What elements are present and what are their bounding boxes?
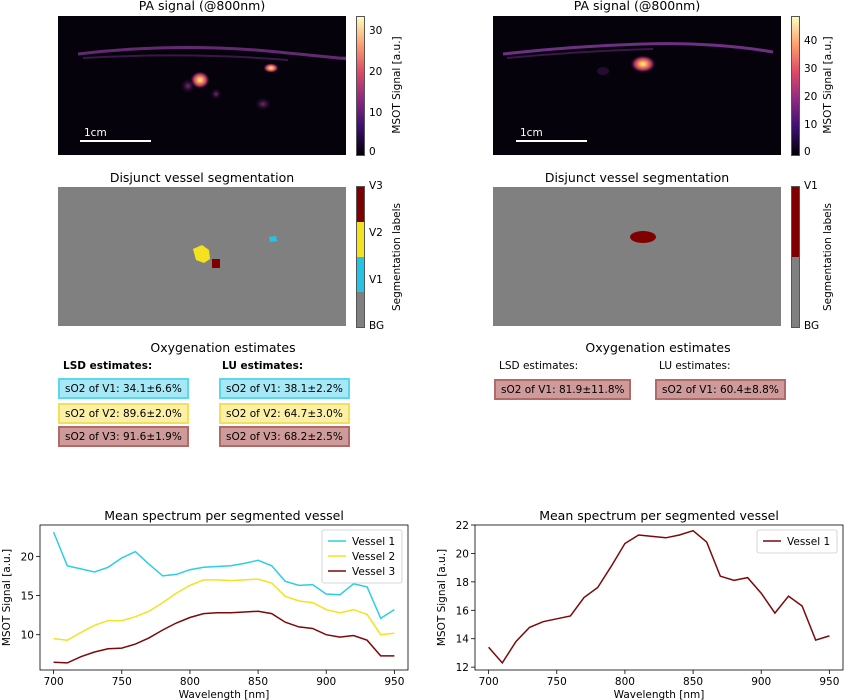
left-lu-v2-box: sO2 of V2: 64.7±3.0% [219,403,350,424]
legend-entry: Vessel 1 [787,536,830,548]
x-tick-label: 900 [316,676,336,688]
left-lsd-v3-box: sO2 of V3: 91.6±1.9% [58,426,189,447]
x-tick-label: 750 [112,676,132,688]
legend-entry: Vessel 2 [352,551,395,563]
y-tick-label: 20 [456,548,469,560]
right-seg-cb-tick: BG [804,320,820,332]
left-seg-cb-tick: V3 [369,180,383,192]
right-lu-header: LU estimates: [659,360,731,372]
y-tick-label: 14 [456,634,470,646]
left-pa-image [58,16,346,155]
left-pa-cb-label-wrap: MSOT Signal [a.u.] [342,36,452,133]
spectrum-chart-right: Mean spectrum per segmented vessel 700 750… [436,508,844,700]
x-tick-label: 800 [180,676,200,688]
right-lu-v1-box: sO2 of V1: 60.4±8.8% [655,379,786,400]
left-seg-cb-label: Segmentation labels [391,203,403,311]
left-lu-v1-box: sO2 of V1: 38.1±2.2% [219,378,350,399]
left-lsd-header: LSD estimates: [63,360,153,372]
y-tick-label: 10 [21,630,34,642]
left-pa-cb-tick: 20 [369,66,383,78]
right-pa-cb-label: MSOT Signal [a.u.] [822,36,834,134]
legend-entry: Vessel 1 [352,536,395,548]
left-seg-cb-label-wrap: Segmentation labels [342,203,452,311]
right-oxy-title: Oxygenation estimates [585,340,731,355]
spectrum-chart-left: Mean spectrum per segmented vessel 700 750… [1,508,409,700]
x-tick-label: 700 [44,676,64,688]
legend-entry: Vessel 3 [352,566,395,578]
x-tick-label: 800 [615,676,635,688]
right-pa-cb-tick: 40 [804,35,818,47]
left-lsd-v2-box: sO2 of V2: 89.6±2.0% [58,403,189,424]
left-lu-header: LU estimates: [222,360,304,372]
x-axis-label: Wavelength [nm] [179,689,270,700]
left-pa-cb-tick: 0 [369,146,376,158]
right-pa-cb-label-wrap: MSOT Signal [a.u.] [773,36,850,133]
right-seg-image [493,187,781,326]
y-tick-label: 15 [21,591,34,603]
right-pa-cb-tick: 20 [804,91,818,103]
right-pa-cb-tick: 0 [804,146,811,158]
x-tick-label: 850 [683,676,703,688]
left-lsd-v1-box: sO2 of V1: 34.1±6.6% [58,378,189,399]
y-tick-label: 20 [21,551,34,563]
left-seg-cb-tick: BG [369,320,385,332]
left-scalebar-label: 1cm [84,127,107,139]
right-seg-title: Disjunct vessel segmentation [544,170,730,185]
right-pa-cb-tick: 30 [804,63,818,75]
chart-title: Mean spectrum per segmented vessel [104,508,344,523]
left-pa-cb-tick: 30 [369,25,383,37]
legend-box [756,529,838,554]
right-lsd-v1-box: sO2 of V1: 81.9±11.8% [494,379,632,400]
left-pa-title: PA signal (@800nm) [138,0,266,13]
right-pa-cb-tick: 10 [804,119,818,131]
right-seg-cb-tick: V1 [804,180,818,192]
legend-box [321,529,403,584]
left-seg-cb-tick: V2 [369,227,383,239]
right-seg-cb-label: Segmentation labels [822,203,834,311]
series-line-1 [52,531,395,620]
left-seg-colorbar [356,186,365,328]
y-tick-label: 12 [456,662,469,674]
left-seg-title: Disjunct vessel segmentation [109,170,295,185]
right-seg-cb-label-wrap: Segmentation labels [773,203,850,311]
x-axis-label: Wavelength [nm] [614,689,705,700]
series-line-1 [488,529,830,665]
left-seg-cb-tick: V1 [369,274,383,286]
series-line-2 [53,578,395,641]
series-line-3 [53,610,395,664]
y-tick-label: 16 [456,605,470,617]
right-scalebar-label: 1cm [520,127,543,139]
x-tick-label: 900 [751,676,771,688]
x-tick-label: 700 [479,676,499,688]
right-pa-image [493,16,781,155]
right-lsd-header: LSD estimates: [499,360,579,372]
chart-title: Mean spectrum per segmented vessel [539,508,779,523]
y-axis-label: MSOT Signal [a.u.] [1,549,13,646]
right-seg-colorbar [791,186,800,328]
x-tick-label: 950 [384,676,404,688]
x-tick-label: 950 [819,676,839,688]
left-seg-image [58,187,346,326]
y-tick-label: 22 [456,520,469,532]
plot-frame [474,524,844,671]
left-pa-cb-label: MSOT Signal [a.u.] [391,36,403,134]
left-oxy-title: Oxygenation estimates [150,340,296,355]
left-pa-cb-tick: 10 [369,107,383,119]
left-pa-colorbar [356,16,365,156]
right-pa-colorbar [791,16,800,156]
y-tick-label: 18 [456,577,469,589]
plot-frame [39,524,409,671]
right-pa-title: PA signal (@800nm) [573,0,701,13]
y-axis-label: MSOT Signal [a.u.] [436,549,448,646]
x-tick-label: 850 [248,676,268,688]
left-lu-v3-box: sO2 of V3: 68.2±2.5% [219,426,350,447]
x-tick-label: 750 [547,676,567,688]
